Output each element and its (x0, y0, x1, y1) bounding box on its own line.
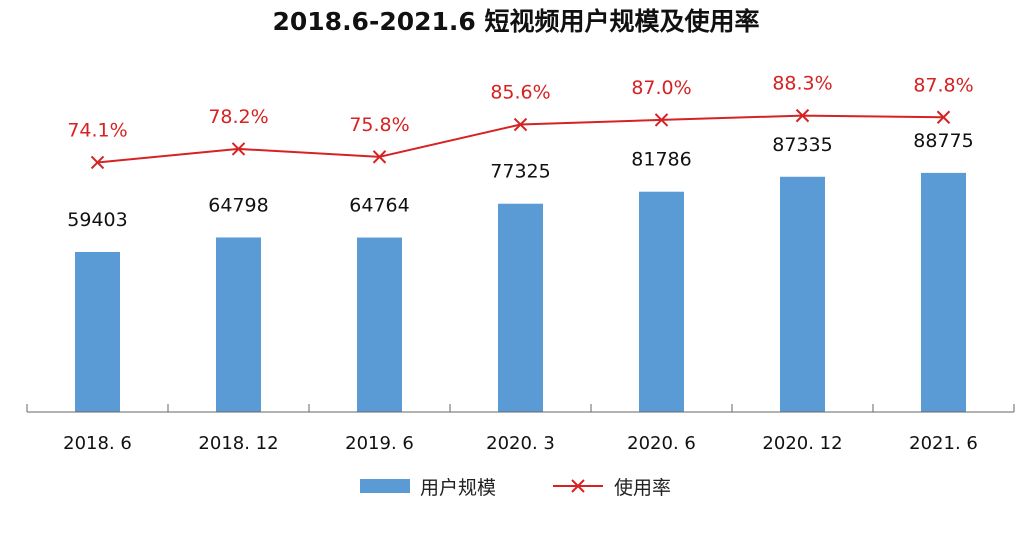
x-tick-label: 2019. 6 (345, 433, 414, 454)
line-marker-x (231, 142, 246, 156)
line-data-label: 74.1% (67, 119, 127, 141)
bar-data-label: 77325 (490, 161, 550, 183)
x-tick-label: 2020. 6 (627, 433, 696, 454)
bar (216, 237, 261, 412)
chart-title: 2018.6-2021.6 短视频用户规模及使用率 (272, 7, 759, 36)
x-tick-label: 2018. 12 (198, 433, 278, 454)
bar-data-label: 59403 (67, 209, 127, 231)
line-data-label: 87.0% (631, 77, 691, 99)
line-marker-x (654, 113, 669, 127)
x-tick-label: 2018. 6 (63, 433, 132, 454)
line-data-label: 88.3% (772, 73, 832, 95)
legend-marker-x (571, 479, 585, 493)
bar-data-label: 81786 (631, 149, 691, 171)
x-axis: 2018. 6 2018. 12 2019. 6 2020. 3 2020. 6 2020… (26, 404, 1015, 454)
legend-label-bar: 用户规模 (420, 477, 496, 499)
bar (357, 237, 402, 412)
line-data-label: 75.8% (349, 114, 409, 136)
bar (639, 191, 684, 412)
line-data-label: 78.2% (208, 106, 268, 128)
line-marker-x (513, 117, 528, 132)
bar-data-label: 88775 (913, 130, 973, 152)
legend-label-line: 使用率 (614, 477, 671, 499)
bar (75, 252, 120, 412)
line-marker-x (372, 150, 387, 164)
legend: 用户规模 使用率 (360, 477, 671, 499)
x-tick-label: 2020. 12 (762, 433, 842, 454)
x-tick-label: 2020. 3 (486, 433, 555, 454)
bar-data-label: 64764 (349, 195, 409, 217)
line-marker-x (795, 108, 810, 123)
legend-swatch-bar (360, 479, 410, 493)
line-marker-x (90, 155, 105, 170)
line-series: 74.1% 78.2% 75.8% 85.6% 87.0% 88.3% 87.8% (67, 73, 974, 170)
x-tick-label: 2021. 6 (909, 433, 978, 454)
line-data-label: 87.8% (913, 74, 973, 96)
bar-data-label: 87335 (772, 134, 832, 156)
bar (498, 203, 543, 412)
bar-series: 59403 64798 64764 77325 81786 87335 88775 (67, 130, 974, 412)
line-data-label: 85.6% (490, 82, 550, 104)
bar (780, 176, 825, 412)
bar-data-label: 64798 (208, 194, 268, 216)
line-marker-x (936, 110, 951, 124)
bar (921, 172, 966, 412)
